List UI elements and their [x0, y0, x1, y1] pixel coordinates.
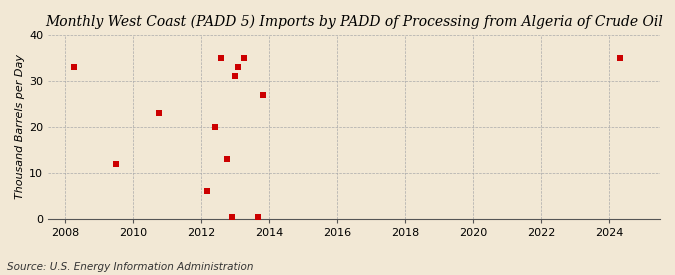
- Point: [252, 214, 263, 219]
- Text: Source: U.S. Energy Information Administration: Source: U.S. Energy Information Administ…: [7, 262, 253, 272]
- Y-axis label: Thousand Barrels per Day: Thousand Barrels per Day: [15, 54, 25, 199]
- Point: [230, 74, 240, 78]
- Point: [210, 125, 221, 129]
- Point: [68, 65, 79, 69]
- Point: [227, 214, 238, 219]
- Title: Monthly West Coast (PADD 5) Imports by PADD of Processing from Algeria of Crude : Monthly West Coast (PADD 5) Imports by P…: [45, 15, 663, 29]
- Point: [615, 56, 626, 60]
- Point: [215, 56, 226, 60]
- Point: [153, 111, 164, 115]
- Point: [111, 161, 122, 166]
- Point: [232, 65, 243, 69]
- Point: [221, 157, 232, 161]
- Point: [258, 92, 269, 97]
- Point: [202, 189, 213, 194]
- Point: [238, 56, 249, 60]
